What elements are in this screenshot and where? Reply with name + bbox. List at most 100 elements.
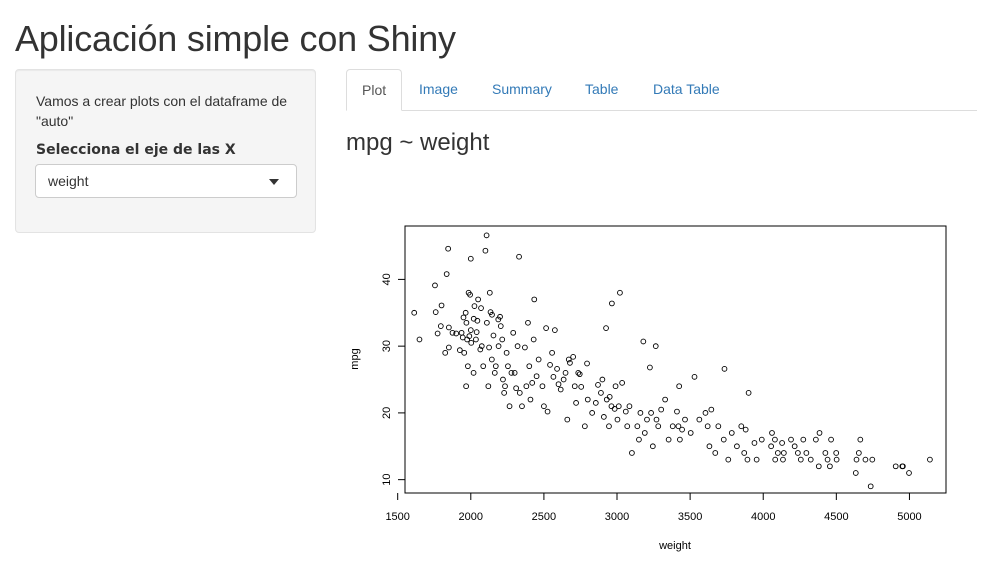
sidebar-description: Vamos a crear plots con el dataframe de … [36,93,288,129]
data-point [676,383,683,390]
data-point [550,374,557,380]
caret-down-icon[interactable] [269,179,279,185]
data-point [734,443,740,450]
data-point [815,463,822,470]
data-point [500,376,506,383]
data-point [626,403,633,410]
data-point [584,360,590,367]
data-point [468,339,475,346]
data-point [510,329,517,336]
data-point [463,319,470,326]
data-point [489,356,495,363]
data-point [772,456,779,463]
data-point [477,346,484,353]
data-point [526,363,533,370]
data-point [745,390,752,396]
data-point [603,325,609,331]
data-point [482,247,489,254]
x-axis-select-value: weight [48,173,89,189]
data-point [652,343,659,350]
tab-plot[interactable]: Plot [346,69,403,111]
x-tick-label: 4500 [824,511,848,523]
data-point [483,232,490,239]
data-point [679,426,685,433]
data-point [592,400,599,406]
data-point [611,406,618,412]
data-point [456,347,463,354]
data-point [535,356,542,363]
data-point [473,329,480,335]
data-point [470,370,477,376]
data-point [513,385,519,392]
data-point [816,430,823,436]
data-point [647,364,653,371]
data-point [557,386,564,393]
data-point [503,349,510,356]
data-point [564,416,571,423]
data-point [728,430,735,436]
data-point [827,463,833,470]
data-point [486,344,492,351]
data-point [462,309,469,316]
data-point [570,353,576,360]
data-point [484,319,490,326]
data-point [634,423,641,430]
tab-summary[interactable]: Summary [492,81,552,97]
plot-frame [404,225,947,494]
data-point [463,383,469,390]
x-axis-select[interactable]: weight [35,164,297,198]
data-point [549,349,555,356]
data-point [544,408,551,415]
data-point [475,296,481,303]
data-point [554,365,560,372]
x-tick-label: 2500 [532,511,556,523]
data-point [751,440,758,446]
data-point [677,436,683,443]
data-point [892,463,899,470]
data-point [565,356,572,363]
data-point [573,400,579,406]
data-point [516,253,522,260]
tab-image[interactable]: Image [419,81,458,97]
app-title: Aplicación simple con Shiny [15,18,456,59]
data-point [508,370,515,376]
x-axis-label: weight [658,540,691,552]
data-point [617,289,623,296]
data-point [437,323,444,329]
data-point [497,323,504,329]
data-point [525,319,531,326]
data-point [531,296,538,303]
data-point [857,436,864,443]
data-point [460,314,467,321]
x-tick-label: 4000 [751,511,775,523]
data-point [619,380,625,386]
data-point [807,456,814,463]
data-point [658,406,665,413]
data-point [449,329,456,336]
tab-data-table[interactable]: Data Table [653,81,720,97]
data-point [822,450,829,456]
data-point [438,302,445,309]
data-point [465,363,471,370]
data-point [636,436,642,443]
data-point [505,363,511,370]
data-point [775,450,781,456]
data-point [516,390,523,396]
y-tick-label: 20 [381,407,393,419]
y-tick-label: 10 [381,474,393,486]
data-point [552,327,558,333]
tab-table[interactable]: Table [585,81,619,97]
data-point [622,408,629,415]
data-point [514,343,521,350]
data-point [640,338,647,345]
data-point [675,423,682,430]
data-point [562,370,569,376]
data-point [492,363,499,370]
data-point [555,381,562,388]
data-point [788,436,794,443]
data-point [803,450,810,456]
data-point [869,456,876,463]
data-point [584,396,591,403]
data-point [833,450,840,456]
x-axis: 1500 2000 2500 3000 3500 4000 4500 5000 [385,493,922,523]
